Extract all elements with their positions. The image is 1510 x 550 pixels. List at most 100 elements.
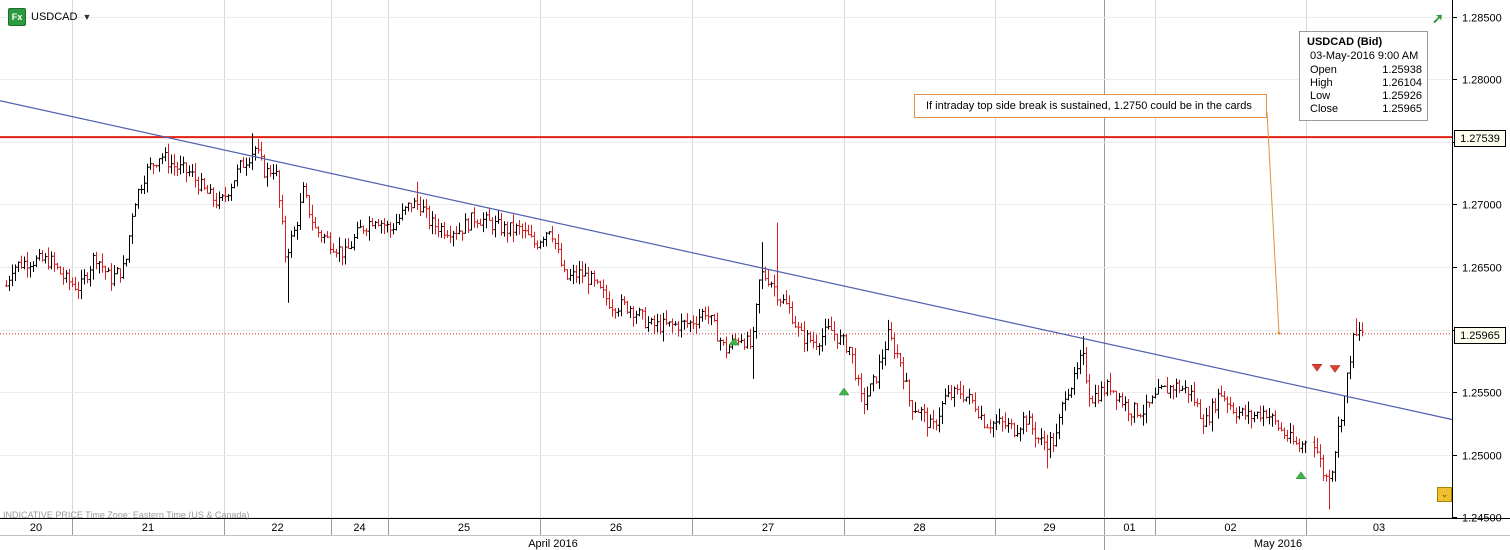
ohlc-bar [1340, 419, 1343, 433]
chevron-down-icon[interactable]: ▼ [82, 12, 92, 22]
ohlc-bar [425, 199, 428, 219]
ohlc-bar [53, 252, 56, 272]
ohlc-bar [1091, 395, 1094, 404]
ohlc-bar [1163, 385, 1166, 388]
ohlc-high-row: High 1.26104 [1310, 77, 1422, 89]
ohlc-bar [860, 373, 863, 403]
ohlc-bar [137, 188, 140, 209]
ohlc-bar [347, 237, 350, 249]
ohlc-bar [992, 421, 995, 438]
symbol-name[interactable]: USDCAD [31, 11, 78, 23]
ohlc-value: 1.25926 [1382, 90, 1422, 102]
ohlc-bar [974, 392, 977, 413]
month-label-may: May 2016 [1254, 538, 1302, 550]
descending-trendline [0, 100, 1453, 421]
ohlc-bar [1349, 355, 1352, 380]
ohlc-bar [377, 219, 380, 227]
ohlc-bar [602, 279, 605, 298]
ohlc-bar [887, 319, 890, 351]
chart-annotation[interactable]: If intraday top side break is sustained,… [914, 94, 1267, 118]
ohlc-bar [938, 407, 941, 433]
ohlc-bar [365, 228, 368, 237]
ohlc-bar [866, 386, 869, 411]
ohlc-bar [806, 329, 809, 352]
ohlc-bar [686, 313, 689, 328]
down-signal-icon [1329, 365, 1341, 373]
ohlc-bar [122, 255, 125, 279]
ohlc-label: Low [1310, 90, 1331, 102]
ohlc-bar [29, 261, 32, 278]
ohlc-bar [1283, 427, 1286, 439]
ohlc-bar [416, 181, 419, 211]
ohlc-bar [1127, 398, 1130, 422]
up-signal-icon [728, 337, 740, 346]
ohlc-bar [644, 306, 647, 329]
ohlc-label: High [1310, 77, 1333, 89]
ohlc-bar [32, 261, 35, 272]
ohlc-bar [626, 301, 629, 315]
ohlc-bar [5, 280, 8, 288]
ohlc-bar [14, 264, 17, 282]
trend-arrow-icon[interactable]: ➚ [1432, 10, 1444, 26]
ohlc-bar [1202, 414, 1205, 435]
ohlc-bar [758, 279, 761, 314]
ohlc-bar [446, 230, 449, 239]
ohlc-bar [1103, 381, 1106, 397]
ohlc-bar [131, 213, 134, 244]
ohlc-bar [128, 235, 131, 263]
ohlc-bar [941, 401, 944, 424]
ohlc-bar [1241, 407, 1244, 416]
ohlc-bar [554, 238, 557, 250]
ohlc-value: 1.25938 [1382, 64, 1422, 76]
ohlc-bar [428, 205, 431, 230]
ohlc-bar [419, 196, 422, 217]
ohlc-bar [1106, 379, 1109, 396]
ohlc-bar [1160, 384, 1163, 390]
ohlc-bar [629, 305, 632, 319]
ohlc-bar [89, 266, 92, 287]
ohlc-bar [827, 318, 830, 330]
ohlc-bar [584, 263, 587, 277]
ohlc-bar [482, 212, 485, 233]
ohlc-bar [692, 315, 695, 330]
ohlc-bar [1244, 404, 1247, 420]
ohlc-bar [182, 156, 185, 174]
ohlc-bar [1004, 412, 1007, 430]
ohlc-bar [401, 203, 404, 221]
day-label: 21 [142, 522, 154, 534]
ohlc-bar [593, 270, 596, 287]
trendline[interactable] [0, 100, 1453, 421]
ohlc-bar [989, 419, 992, 434]
ohlc-bar [125, 258, 128, 267]
ohlc-bar [797, 321, 800, 337]
ohlc-bar [353, 233, 356, 251]
ohlc-bar [506, 221, 509, 243]
ohlc-bar [1076, 362, 1079, 380]
ohlc-bar [722, 339, 725, 346]
ohlc-bar [521, 223, 524, 239]
ohlc-bar [545, 232, 548, 247]
ohlc-bar [98, 261, 101, 274]
ohlc-bar [1211, 398, 1214, 432]
ohlc-bar [194, 163, 197, 188]
ohlc-bar [1334, 451, 1337, 482]
ohlc-bar [785, 290, 788, 305]
ohlc-bar [863, 387, 866, 415]
ohlc-bar [161, 153, 164, 165]
ohlc-bar [1079, 349, 1082, 375]
scroll-down-icon[interactable]: ⌄ [1437, 487, 1452, 502]
ohlc-bar [455, 226, 458, 240]
symbol-selector[interactable]: Fx USDCAD ▼ [8, 8, 91, 26]
ohlc-bar [1205, 407, 1208, 428]
ohlc-bar [848, 346, 851, 355]
ohlc-bar [740, 334, 743, 344]
ohlc-bar [749, 328, 752, 350]
ohlc-bar [818, 343, 821, 356]
ohlc-label: Open [1310, 64, 1337, 76]
ohlc-bar [332, 243, 335, 253]
ohlc-bar [914, 402, 917, 414]
ohlc-bar [623, 296, 626, 306]
ohlc-bar [1067, 388, 1070, 401]
fx-icon: Fx [8, 8, 26, 26]
